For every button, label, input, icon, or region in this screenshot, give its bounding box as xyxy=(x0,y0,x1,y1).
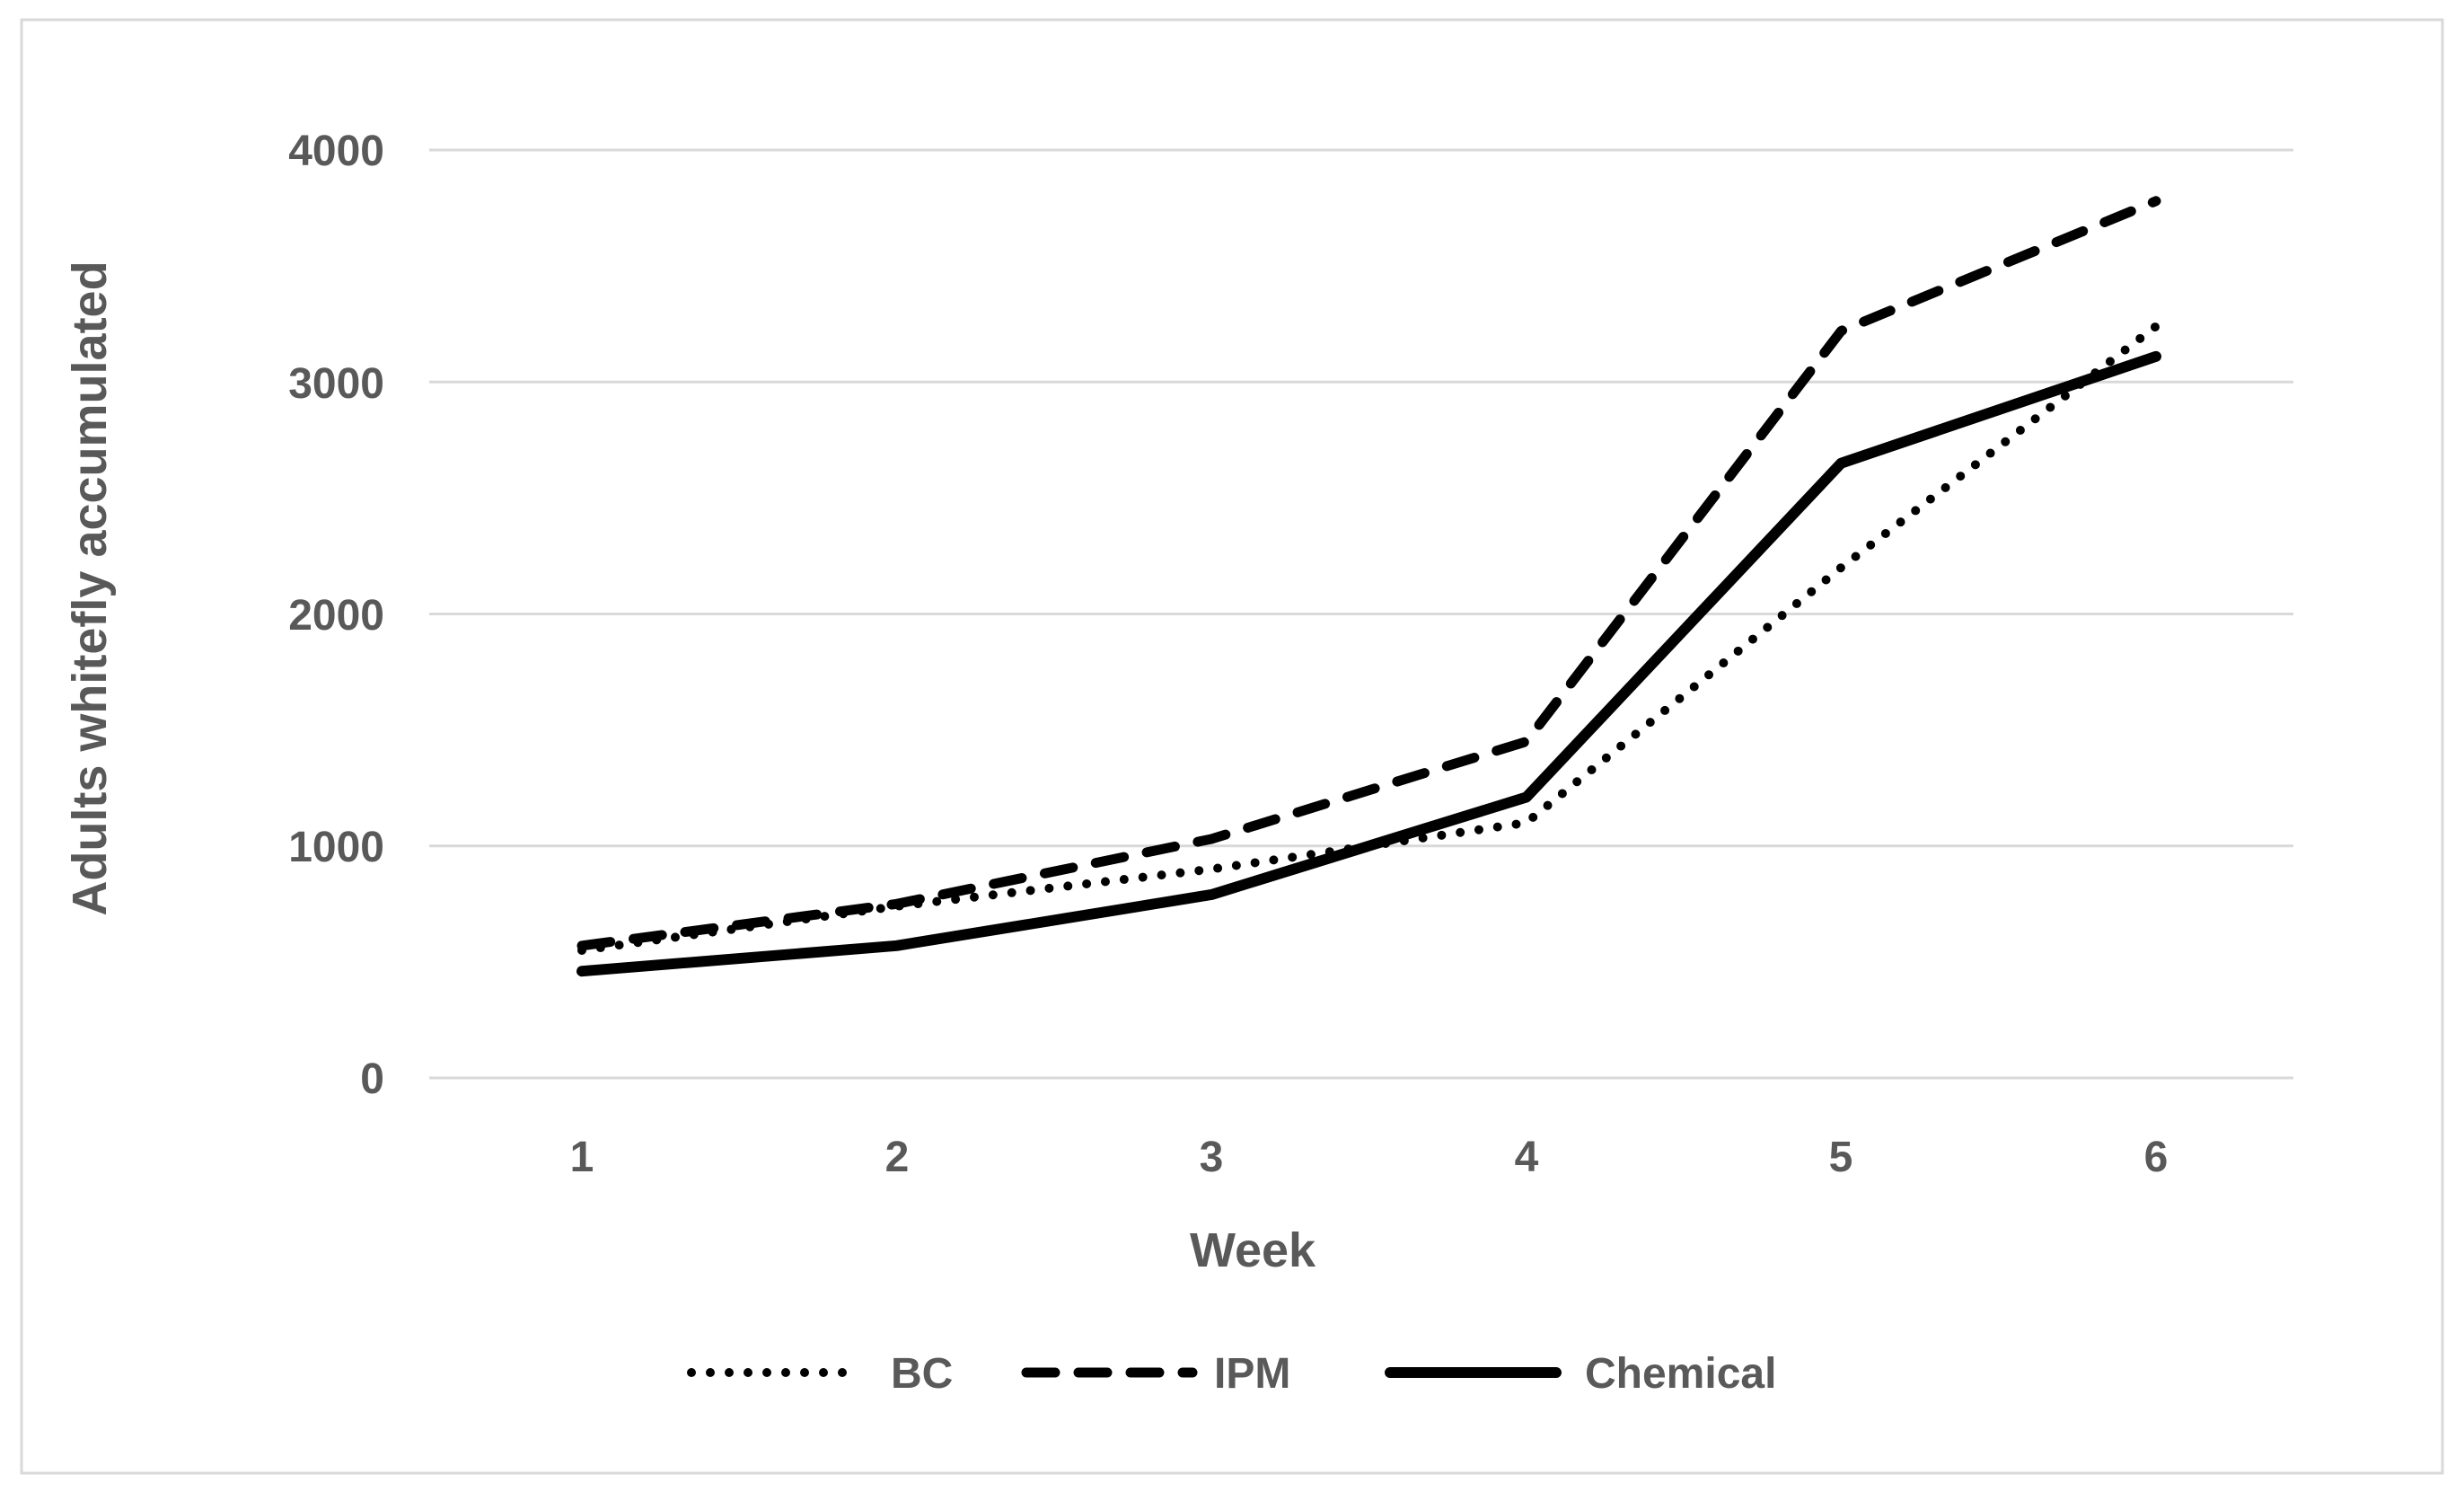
legend-label-bc: BC xyxy=(891,1350,953,1398)
figure-border xyxy=(20,18,2444,1475)
legend-item-chemical: Chemical xyxy=(1385,1350,1776,1398)
y-tick-3000: 3000 xyxy=(288,360,384,408)
series-lines xyxy=(576,196,2161,977)
y-axis-tick-labels: 0 1000 2000 3000 4000 xyxy=(288,128,384,1103)
legend: BC IPM Chemical xyxy=(687,1350,1776,1398)
x-tick-1: 1 xyxy=(570,1134,594,1181)
legend-label-chemical: Chemical xyxy=(1585,1350,1776,1398)
x-tick-3: 3 xyxy=(1200,1134,1224,1181)
x-tick-4: 4 xyxy=(1515,1134,1539,1181)
y-tick-4000: 4000 xyxy=(288,128,384,175)
y-tick-1000: 1000 xyxy=(288,824,384,871)
x-axis-tick-labels: 1 2 3 4 5 6 xyxy=(570,1134,2169,1181)
legend-item-bc: BC xyxy=(687,1350,953,1398)
legend-label-ipm: IPM xyxy=(1214,1350,1290,1398)
x-tick-5: 5 xyxy=(1829,1134,1853,1181)
y-tick-0: 0 xyxy=(360,1055,384,1103)
gridlines xyxy=(429,148,2293,1080)
series-line-ipm xyxy=(576,196,2161,951)
legend-item-ipm: IPM xyxy=(1021,1350,1290,1398)
x-tick-6: 6 xyxy=(2144,1134,2169,1181)
y-tick-2000: 2000 xyxy=(288,592,384,640)
x-tick-2: 2 xyxy=(885,1134,910,1181)
y-axis-title: Adults whitefly accumulated xyxy=(63,260,117,915)
x-axis-title: Week xyxy=(1190,1223,1316,1277)
series-line-chemical xyxy=(576,350,2161,977)
series-line-bc xyxy=(577,322,2160,955)
